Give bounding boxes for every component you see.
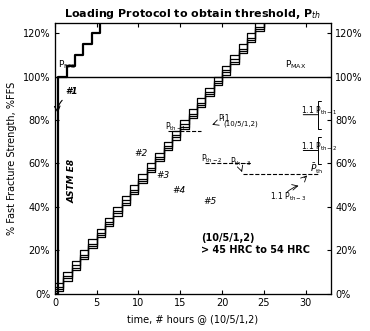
Text: #2: #2	[134, 149, 148, 158]
Text: #1: #1	[65, 87, 77, 96]
Text: $\bar{P}_{\sf th}$: $\bar{P}_{\sf th}$	[310, 161, 323, 176]
X-axis label: time, # hours @ (10/5/1,2): time, # hours @ (10/5/1,2)	[127, 314, 258, 324]
Text: (10/5/1,2): (10/5/1,2)	[224, 120, 258, 127]
Text: P$_{\sf th-1}$: P$_{\sf th-1}$	[165, 121, 187, 133]
Y-axis label: % Fast Fracture Strength, %FFS: % Fast Fracture Strength, %FFS	[7, 81, 17, 235]
Text: (10/5/1,2)
> 45 HRC to 54 HRC: (10/5/1,2) > 45 HRC to 54 HRC	[201, 233, 310, 255]
Text: #4: #4	[172, 186, 185, 195]
Text: 1.1 P$_{\sf th-3}$: 1.1 P$_{\sf th-3}$	[270, 190, 307, 203]
Text: 1.1 P$_{\sf th-2}$: 1.1 P$_{\sf th-2}$	[301, 140, 337, 153]
Text: #5: #5	[204, 197, 217, 206]
Text: 1.1 P$_{\sf th-1}$: 1.1 P$_{\sf th-1}$	[301, 105, 337, 117]
Text: ASTM E8: ASTM E8	[67, 159, 76, 203]
Text: #3: #3	[157, 170, 170, 180]
Title: Loading Protocol to obtain threshold, P$_{th}$: Loading Protocol to obtain threshold, P$…	[64, 7, 321, 21]
Text: P$_{\sf th-3}$: P$_{\sf th-3}$	[231, 156, 252, 168]
Text: P$_{\sf MAX}$: P$_{\sf MAX}$	[285, 59, 306, 71]
Text: P$_{\sf th-2}$: P$_{\sf th-2}$	[201, 152, 223, 165]
Text: P$_{\sf FFS}$: P$_{\sf FFS}$	[58, 59, 77, 71]
Text: Pi1: Pi1	[218, 114, 229, 123]
